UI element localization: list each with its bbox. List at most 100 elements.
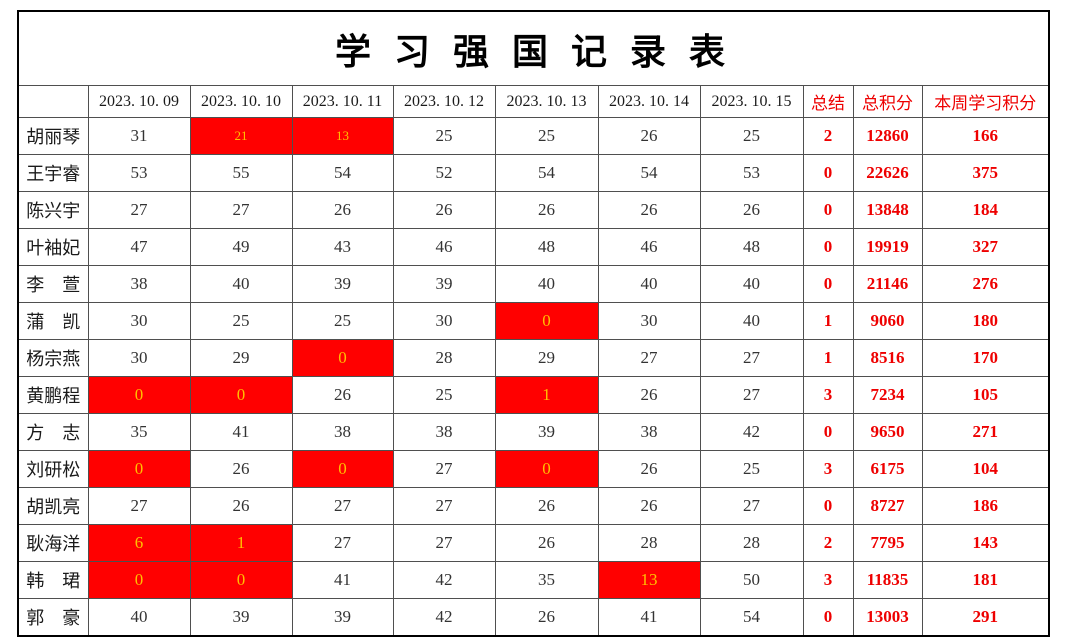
day-score-cell[interactable]: 41 (291, 561, 394, 599)
day-score-cell[interactable]: 29 (494, 339, 599, 377)
day-score-cell[interactable]: 52 (392, 154, 496, 192)
day-score-cell[interactable]: 26 (597, 117, 701, 155)
summary-cell[interactable]: 2 (802, 524, 854, 562)
week-points-cell[interactable]: 180 (921, 302, 1050, 340)
day-score-cell[interactable]: 27 (699, 376, 804, 414)
week-points-cell[interactable]: 271 (921, 413, 1050, 451)
day-score-cell[interactable]: 26 (699, 191, 804, 229)
column-header[interactable]: 2023. 10. 09 (87, 85, 191, 118)
day-score-cell[interactable]: 26 (189, 487, 293, 525)
summary-cell[interactable]: 0 (802, 191, 854, 229)
day-score-cell[interactable]: 26 (494, 598, 599, 637)
total-points-cell[interactable]: 13848 (852, 191, 923, 229)
day-score-cell-highlighted[interactable]: 13 (597, 561, 701, 599)
day-score-cell[interactable]: 27 (392, 524, 496, 562)
row-name-cell[interactable]: 蒲 凯 (17, 302, 89, 340)
total-points-cell[interactable]: 11835 (852, 561, 923, 599)
day-score-cell[interactable]: 40 (189, 265, 293, 303)
week-points-cell[interactable]: 166 (921, 117, 1050, 155)
day-score-cell[interactable]: 25 (699, 117, 804, 155)
day-score-cell[interactable]: 46 (392, 228, 496, 266)
day-score-cell[interactable]: 28 (597, 524, 701, 562)
day-score-cell[interactable]: 35 (87, 413, 191, 451)
day-score-cell[interactable]: 53 (699, 154, 804, 192)
total-points-cell[interactable]: 8516 (852, 339, 923, 377)
day-score-cell[interactable]: 41 (189, 413, 293, 451)
day-score-cell[interactable]: 26 (494, 487, 599, 525)
column-header[interactable]: 总结 (802, 85, 854, 118)
day-score-cell[interactable]: 40 (699, 265, 804, 303)
day-score-cell[interactable]: 26 (291, 191, 394, 229)
day-score-cell[interactable]: 27 (392, 450, 496, 488)
day-score-cell[interactable]: 27 (291, 524, 394, 562)
column-header[interactable]: 2023. 10. 12 (392, 85, 496, 118)
day-score-cell-highlighted[interactable]: 1 (189, 524, 293, 562)
day-score-cell[interactable]: 42 (699, 413, 804, 451)
day-score-cell[interactable]: 49 (189, 228, 293, 266)
row-name-cell[interactable]: 王宇睿 (17, 154, 89, 192)
corner-cell[interactable] (17, 85, 89, 118)
day-score-cell[interactable]: 26 (597, 450, 701, 488)
day-score-cell[interactable]: 25 (291, 302, 394, 340)
day-score-cell-highlighted[interactable]: 13 (291, 117, 394, 155)
day-score-cell[interactable]: 47 (87, 228, 191, 266)
summary-cell[interactable]: 0 (802, 487, 854, 525)
day-score-cell[interactable]: 39 (392, 265, 496, 303)
day-score-cell[interactable]: 26 (494, 524, 599, 562)
day-score-cell[interactable]: 27 (597, 339, 701, 377)
summary-cell[interactable]: 0 (802, 413, 854, 451)
summary-cell[interactable]: 0 (802, 154, 854, 192)
day-score-cell[interactable]: 31 (87, 117, 191, 155)
summary-cell[interactable]: 0 (802, 228, 854, 266)
day-score-cell[interactable]: 43 (291, 228, 394, 266)
day-score-cell[interactable]: 26 (189, 450, 293, 488)
column-header[interactable]: 本周学习积分 (921, 85, 1050, 118)
week-points-cell[interactable]: 143 (921, 524, 1050, 562)
day-score-cell[interactable]: 40 (494, 265, 599, 303)
summary-cell[interactable]: 0 (802, 265, 854, 303)
day-score-cell[interactable]: 42 (392, 561, 496, 599)
summary-cell[interactable]: 1 (802, 339, 854, 377)
column-header[interactable]: 2023. 10. 14 (597, 85, 701, 118)
column-header[interactable]: 2023. 10. 13 (494, 85, 599, 118)
day-score-cell[interactable]: 25 (392, 117, 496, 155)
total-points-cell[interactable]: 6175 (852, 450, 923, 488)
summary-cell[interactable]: 2 (802, 117, 854, 155)
day-score-cell[interactable]: 40 (87, 598, 191, 637)
day-score-cell-highlighted[interactable]: 0 (494, 302, 599, 340)
day-score-cell[interactable]: 25 (189, 302, 293, 340)
day-score-cell[interactable]: 29 (189, 339, 293, 377)
row-name-cell[interactable]: 方 志 (17, 413, 89, 451)
week-points-cell[interactable]: 105 (921, 376, 1050, 414)
day-score-cell[interactable]: 48 (494, 228, 599, 266)
day-score-cell[interactable]: 54 (494, 154, 599, 192)
row-name-cell[interactable]: 韩 珺 (17, 561, 89, 599)
row-name-cell[interactable]: 陈兴宇 (17, 191, 89, 229)
column-header[interactable]: 2023. 10. 15 (699, 85, 804, 118)
column-header[interactable]: 总积分 (852, 85, 923, 118)
row-name-cell[interactable]: 郭 豪 (17, 598, 89, 637)
day-score-cell[interactable]: 27 (392, 487, 496, 525)
column-header[interactable]: 2023. 10. 11 (291, 85, 394, 118)
day-score-cell[interactable]: 40 (699, 302, 804, 340)
week-points-cell[interactable]: 327 (921, 228, 1050, 266)
week-points-cell[interactable]: 276 (921, 265, 1050, 303)
total-points-cell[interactable]: 9060 (852, 302, 923, 340)
day-score-cell[interactable]: 27 (87, 191, 191, 229)
day-score-cell[interactable]: 39 (494, 413, 599, 451)
column-header[interactable]: 2023. 10. 10 (189, 85, 293, 118)
row-name-cell[interactable]: 李 萱 (17, 265, 89, 303)
day-score-cell[interactable]: 39 (291, 265, 394, 303)
summary-cell[interactable]: 1 (802, 302, 854, 340)
week-points-cell[interactable]: 186 (921, 487, 1050, 525)
day-score-cell[interactable]: 28 (699, 524, 804, 562)
day-score-cell[interactable]: 42 (392, 598, 496, 637)
total-points-cell[interactable]: 12860 (852, 117, 923, 155)
row-name-cell[interactable]: 叶袖妃 (17, 228, 89, 266)
day-score-cell[interactable]: 55 (189, 154, 293, 192)
day-score-cell-highlighted[interactable]: 0 (291, 339, 394, 377)
total-points-cell[interactable]: 19919 (852, 228, 923, 266)
week-points-cell[interactable]: 181 (921, 561, 1050, 599)
summary-cell[interactable]: 3 (802, 376, 854, 414)
day-score-cell[interactable]: 39 (291, 598, 394, 637)
